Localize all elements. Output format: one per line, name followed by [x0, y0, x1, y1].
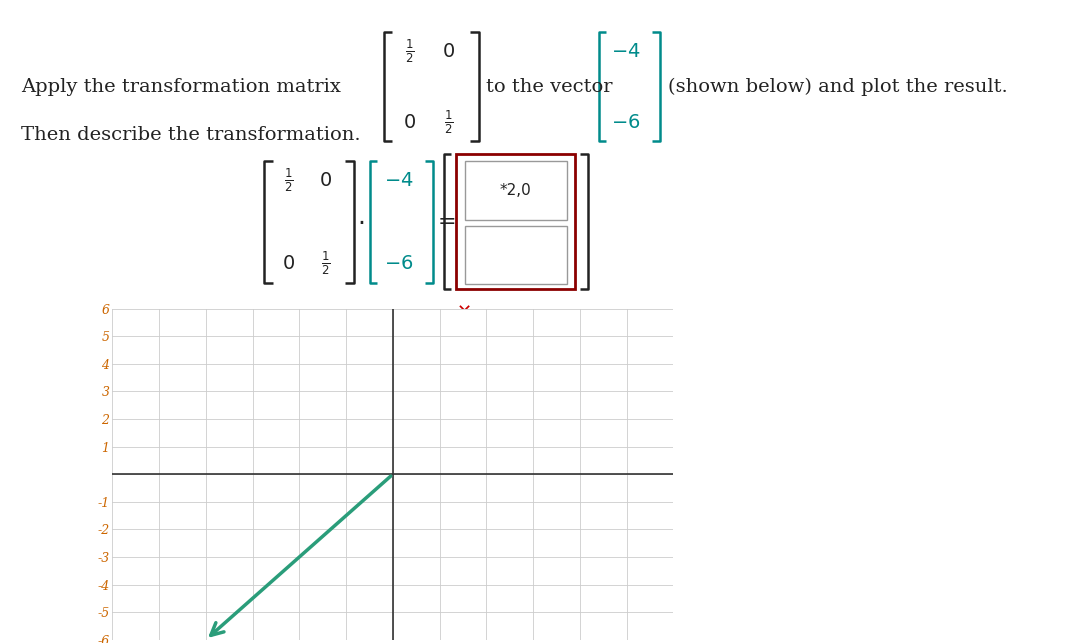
- Text: $-4$: $-4$: [610, 42, 640, 61]
- Text: $\frac{1}{2}$: $\frac{1}{2}$: [445, 109, 453, 136]
- Text: 0: 0: [282, 254, 295, 273]
- Text: 0: 0: [443, 42, 455, 61]
- Text: ✕: ✕: [456, 303, 471, 321]
- Text: $-4$: $-4$: [384, 170, 414, 190]
- Text: $\frac{1}{2}$: $\frac{1}{2}$: [405, 38, 414, 65]
- Text: 0: 0: [403, 113, 416, 132]
- Text: Apply the transformation matrix: Apply the transformation matrix: [21, 78, 341, 96]
- Text: $-6$: $-6$: [384, 254, 414, 273]
- Text: to the vector: to the vector: [486, 78, 613, 96]
- Bar: [456, 154, 575, 289]
- Text: (shown below) and plot the result.: (shown below) and plot the result.: [668, 78, 1008, 96]
- Bar: [465, 161, 567, 220]
- Text: $\frac{1}{2}$: $\frac{1}{2}$: [284, 167, 293, 194]
- Text: =: =: [437, 212, 456, 232]
- Text: Then describe the transformation.: Then describe the transformation.: [21, 126, 361, 144]
- Text: $\cdot$: $\cdot$: [357, 210, 363, 234]
- Text: $-6$: $-6$: [610, 113, 640, 132]
- Bar: [465, 226, 567, 284]
- Text: *2,0: *2,0: [500, 183, 531, 198]
- Text: 0: 0: [320, 170, 332, 190]
- Text: $\frac{1}{2}$: $\frac{1}{2}$: [322, 250, 330, 277]
